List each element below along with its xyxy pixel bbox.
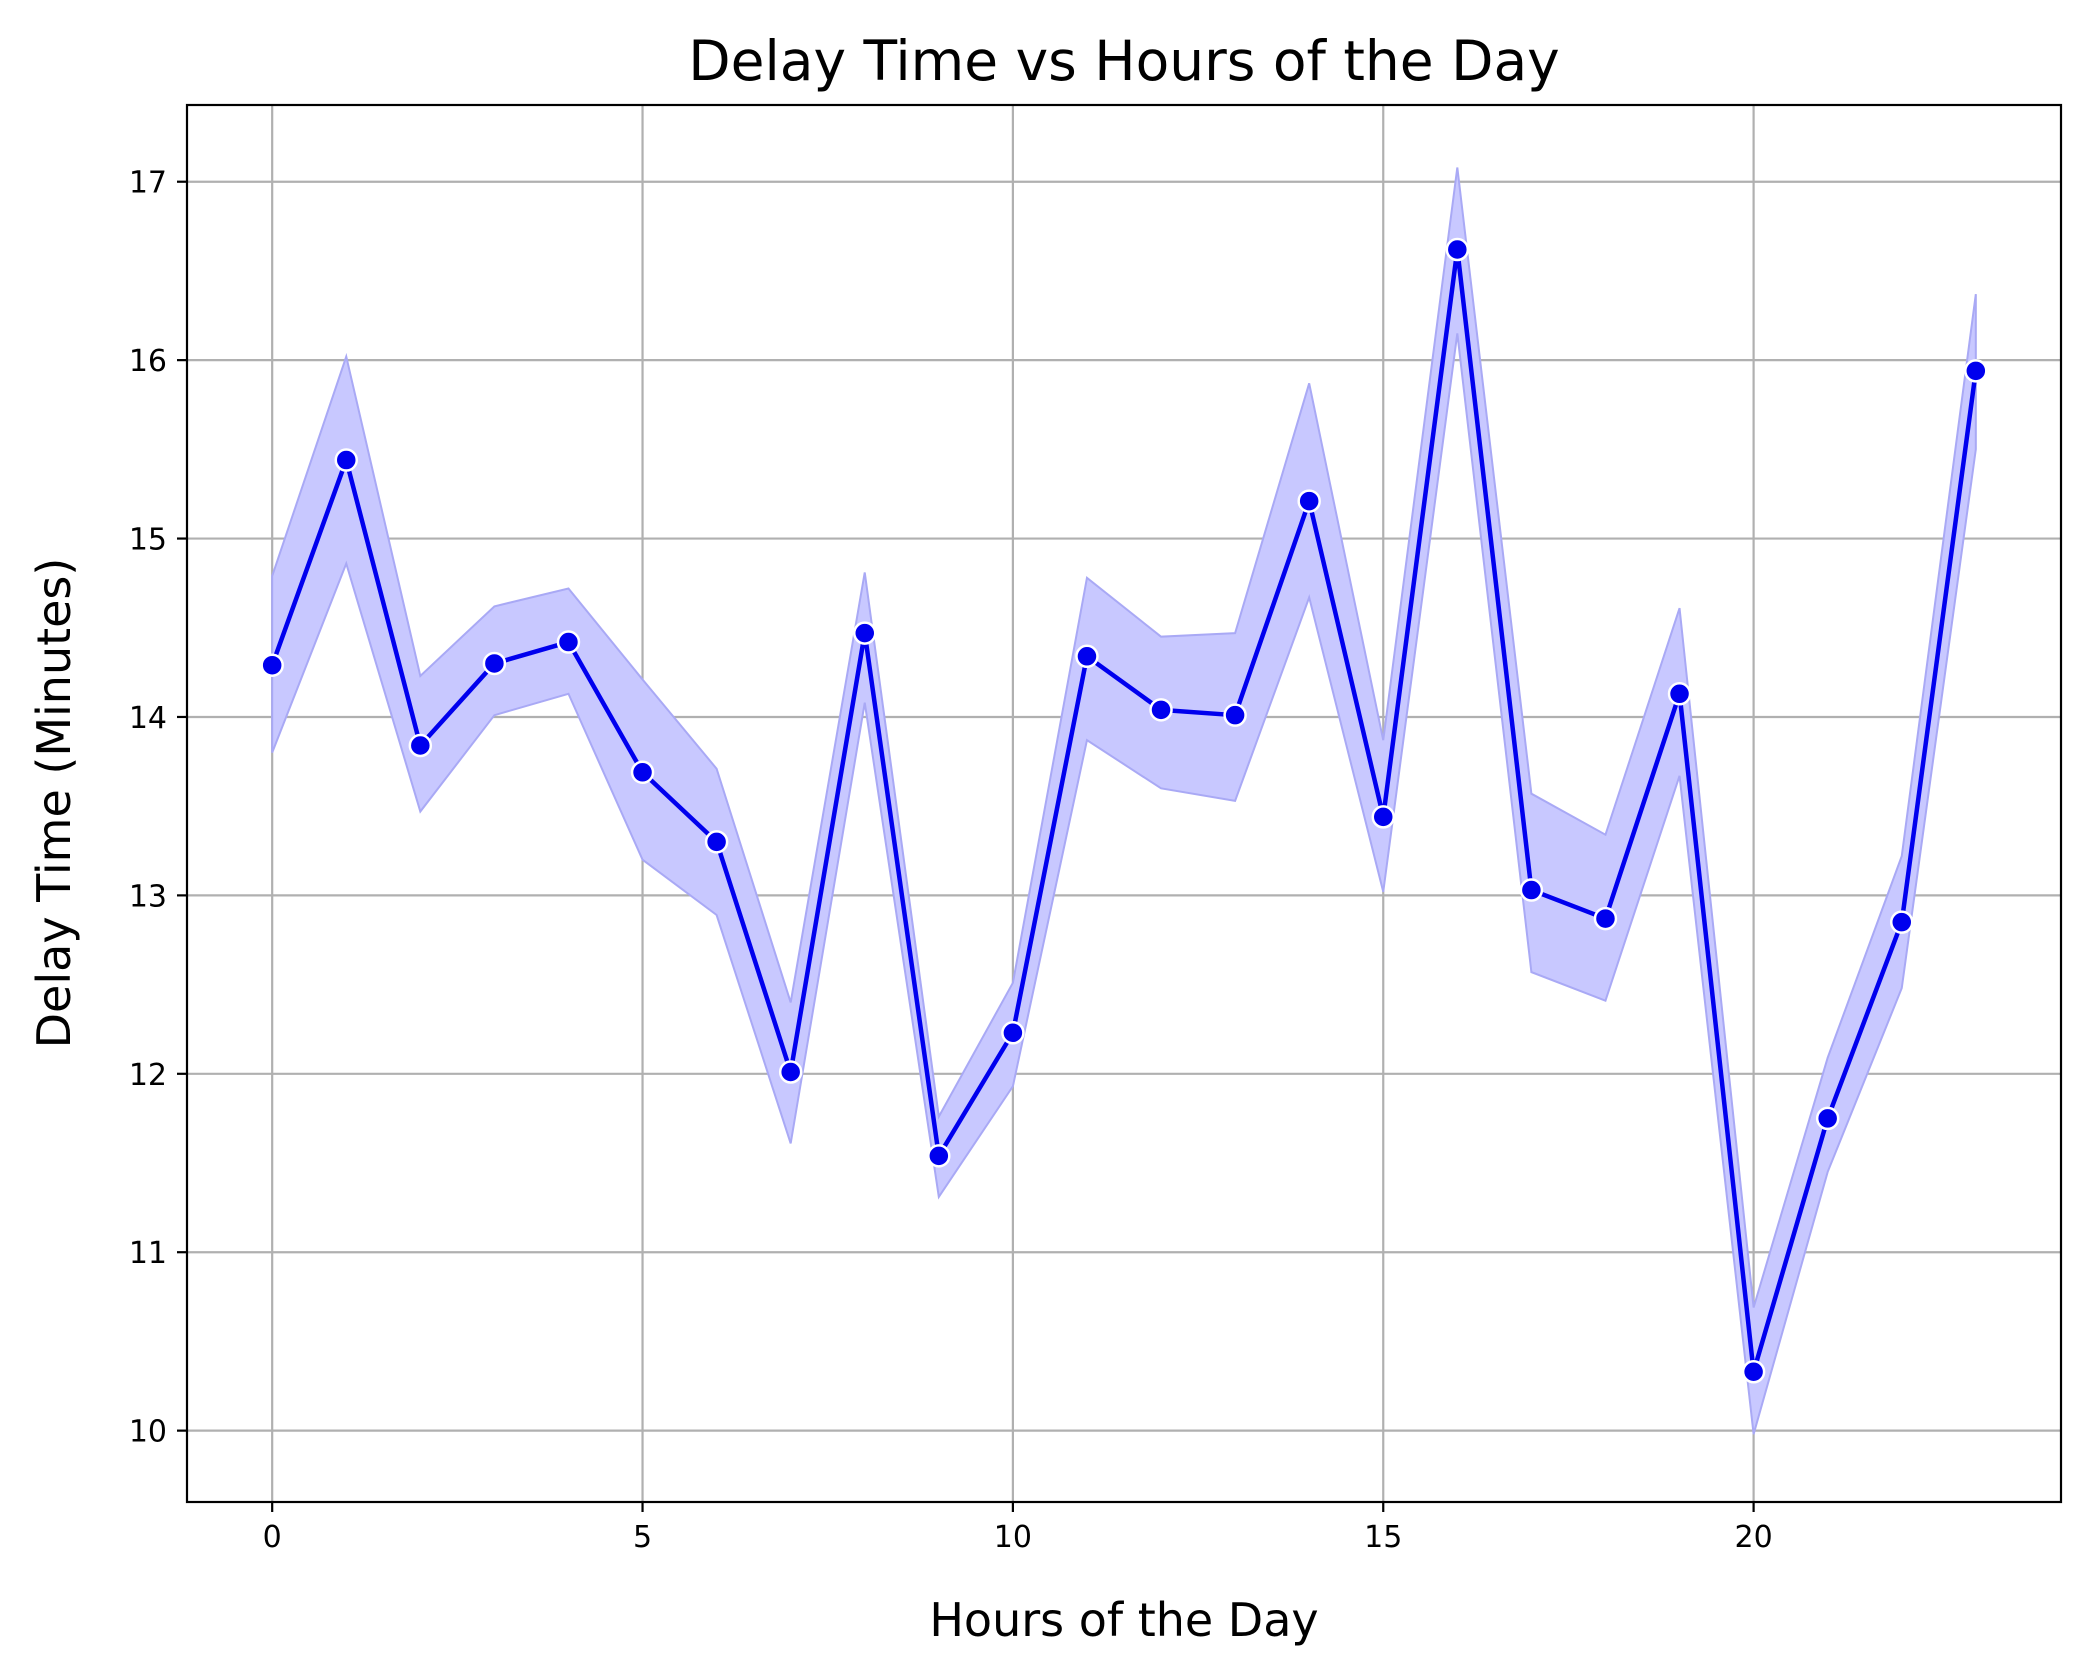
data-point [927,1144,951,1168]
chart-title: Delay Time vs Hours of the Day [688,29,1559,93]
data-point [1297,489,1321,513]
data-point [1593,906,1618,931]
y-tick-label: 14 [129,701,167,736]
x-tick-label: 20 [1735,1520,1773,1555]
data-points [260,237,1988,1384]
x-tick-label: 5 [633,1520,652,1555]
y-tick-label: 12 [129,1058,167,1093]
data-point [1815,1106,1840,1131]
data-point [1519,878,1544,902]
data-point [1445,237,1470,262]
x-tick-label: 0 [263,1520,282,1555]
data-point [1741,1360,1766,1384]
data-point [1667,682,1692,706]
y-tick-label: 15 [129,523,167,558]
y-tick-label: 17 [129,166,167,201]
confidence-band-layer [271,167,1977,1435]
data-point [556,630,581,654]
x-tick-label: 15 [1364,1520,1402,1555]
data-point [482,651,507,676]
y-tick-label: 10 [129,1415,167,1450]
data-point [1964,359,1988,383]
x-axis-ticks: 0 5 10 15 20 [263,1502,1773,1555]
y-tick-label: 11 [129,1236,167,1271]
data-point [1001,1021,1025,1045]
data-point [334,448,359,472]
data-point [1149,698,1173,722]
data-point [1223,703,1247,727]
data-point [1889,910,1914,934]
y-tick-label: 16 [129,344,167,379]
confidence-band [271,167,1977,1435]
y-axis-label: Delay Time (Minutes) [27,558,81,1049]
data-point [1371,805,1395,829]
data-point [408,733,433,758]
data-point [778,1060,803,1084]
data-point [704,830,729,854]
data-point [630,760,655,785]
x-tick-label: 10 [994,1520,1032,1555]
y-axis-ticks: 10 11 12 13 14 15 16 17 [129,166,187,1450]
data-point [260,653,284,677]
y-tick-label: 13 [129,879,167,914]
data-point [853,621,877,645]
plot-frame [185,103,2063,1504]
series-line [270,247,1979,1375]
series-line-layer [270,247,1979,1375]
data-point [1075,644,1099,669]
x-axis-label: Hours of the Day [929,1593,1318,1647]
